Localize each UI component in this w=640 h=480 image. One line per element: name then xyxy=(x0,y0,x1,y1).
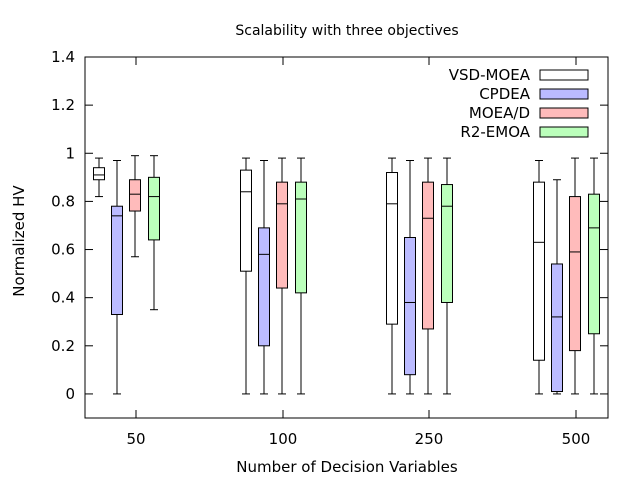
box-body xyxy=(588,193,600,335)
y-tick-label: 0 xyxy=(65,385,75,403)
box-body xyxy=(533,181,545,361)
y-tick-label: 0.4 xyxy=(51,289,75,307)
box-moea-d-100 xyxy=(276,157,288,395)
chart-title: Scalability with three objectives xyxy=(235,23,458,39)
legend-label: CPDEA xyxy=(479,85,531,103)
x-tick-label: 500 xyxy=(562,430,591,448)
y-tick-label: 0.2 xyxy=(51,337,75,355)
legend-swatch xyxy=(539,126,589,138)
box-vsd-moea-50 xyxy=(93,157,105,198)
box-r2-emoa-250 xyxy=(441,157,453,395)
y-tick-label: 1.4 xyxy=(51,48,75,66)
legend-swatch xyxy=(539,107,589,119)
box-body xyxy=(404,237,416,376)
x-tick-label: 250 xyxy=(415,430,444,448)
legend-swatch xyxy=(539,88,589,100)
legend-label: VSD-MOEA xyxy=(449,66,531,84)
box-body xyxy=(551,263,563,393)
box-body xyxy=(441,184,453,303)
box-r2-emoa-500 xyxy=(588,157,600,395)
box-body xyxy=(93,167,105,181)
x-tick-label: 50 xyxy=(126,430,145,448)
box-body xyxy=(422,181,434,330)
box-moea-d-500 xyxy=(569,157,581,395)
box-body xyxy=(148,176,160,241)
box-body xyxy=(295,181,307,294)
box-body xyxy=(276,181,288,289)
box-moea-d-50 xyxy=(129,155,141,258)
box-vsd-moea-100 xyxy=(240,157,252,395)
x-axis-label: Number of Decision Variables xyxy=(236,458,458,476)
box-cpdea-100 xyxy=(258,159,270,395)
y-tick-label: 0.6 xyxy=(51,241,75,259)
box-cpdea-500 xyxy=(551,179,563,395)
box-body xyxy=(569,196,581,352)
y-tick-label: 0.8 xyxy=(51,192,75,210)
box-cpdea-50 xyxy=(111,159,123,395)
axis-ticks: 0 0.2 0.4 0.6 0.8 1 1.2 1.4 50 100 250 500 xyxy=(51,48,608,448)
y-axis-label: Normalized HV xyxy=(10,185,28,297)
box-vsd-moea-250 xyxy=(386,157,398,395)
box-series xyxy=(93,155,600,395)
legend-swatch xyxy=(539,69,589,81)
legend-label: MOEA/D xyxy=(469,104,530,122)
box-body xyxy=(111,205,123,316)
y-tick-label: 1 xyxy=(65,144,75,162)
box-body xyxy=(129,179,141,212)
legend-label: R2-EMOA xyxy=(460,123,530,141)
y-tick-label: 1.2 xyxy=(51,96,75,114)
plot-frame xyxy=(84,56,609,419)
box-body xyxy=(258,227,270,347)
box-body xyxy=(240,169,252,272)
box-body xyxy=(386,172,398,325)
box-moea-d-250 xyxy=(422,157,434,395)
box-r2-emoa-50 xyxy=(148,155,160,311)
x-tick-label: 100 xyxy=(269,430,298,448)
box-cpdea-250 xyxy=(404,159,416,395)
box-r2-emoa-100 xyxy=(295,157,307,395)
box-vsd-moea-500 xyxy=(533,159,545,395)
